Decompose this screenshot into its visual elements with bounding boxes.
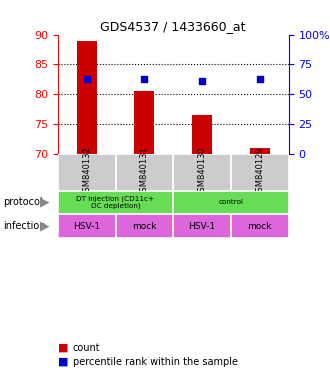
Text: control: control [218, 199, 244, 205]
Bar [58, 190, 173, 214]
Bar [192, 115, 212, 154]
Bar [134, 91, 154, 154]
Point [257, 76, 263, 82]
Text: GSM840131: GSM840131 [140, 147, 149, 197]
Text: GSM840129: GSM840129 [255, 147, 264, 197]
Text: ▶: ▶ [40, 220, 50, 233]
Text: infection: infection [3, 221, 46, 231]
Point [142, 76, 147, 82]
Bar [231, 214, 289, 238]
Bar [173, 214, 231, 238]
Bar [173, 190, 289, 214]
Title: GDS4537 / 1433660_at: GDS4537 / 1433660_at [101, 20, 246, 33]
Text: ▶: ▶ [40, 196, 50, 209]
Text: mock: mock [132, 222, 157, 231]
Bar [231, 154, 289, 190]
Text: protocol: protocol [3, 197, 43, 207]
Bar [58, 154, 115, 190]
Text: DT injection (CD11c+
DC depletion): DT injection (CD11c+ DC depletion) [77, 195, 154, 209]
Point [199, 78, 205, 84]
Text: percentile rank within the sample: percentile rank within the sample [73, 357, 238, 367]
Text: HSV-1: HSV-1 [188, 222, 216, 231]
Text: ■: ■ [58, 343, 68, 353]
Text: ■: ■ [58, 357, 68, 367]
Bar [115, 214, 173, 238]
Bar [58, 214, 115, 238]
Text: mock: mock [248, 222, 272, 231]
Text: GSM840132: GSM840132 [82, 147, 91, 197]
Bar [115, 154, 173, 190]
Bar [173, 154, 231, 190]
Text: count: count [73, 343, 100, 353]
Bar [250, 147, 270, 154]
Bar [77, 40, 97, 154]
Point [84, 76, 89, 82]
Text: HSV-1: HSV-1 [73, 222, 100, 231]
Text: GSM840130: GSM840130 [198, 147, 207, 197]
